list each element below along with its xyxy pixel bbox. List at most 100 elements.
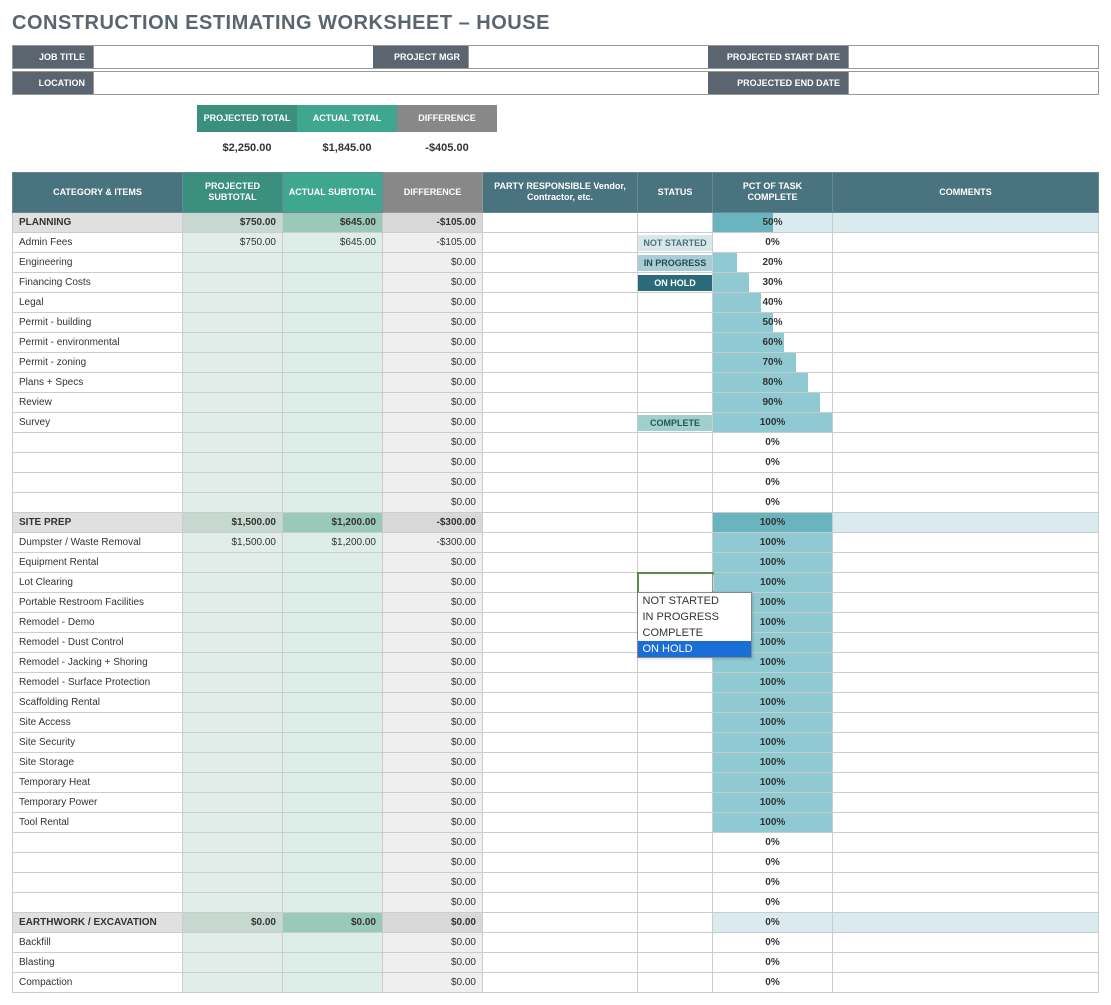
cell-party[interactable]: [483, 473, 638, 493]
cell-party[interactable]: [483, 313, 638, 333]
cell-status[interactable]: [638, 433, 713, 453]
cell-comments[interactable]: [833, 433, 1099, 453]
cell-status[interactable]: [638, 813, 713, 833]
cell-category[interactable]: Tool Rental: [13, 813, 183, 833]
cell-status[interactable]: [638, 293, 713, 313]
cell-pct[interactable]: 0%: [713, 233, 833, 253]
cell-category[interactable]: [13, 453, 183, 473]
cell-comments[interactable]: [833, 273, 1099, 293]
cell-actual[interactable]: [283, 393, 383, 413]
cell-category[interactable]: Equipment Rental: [13, 553, 183, 573]
cell-category[interactable]: Financing Costs: [13, 273, 183, 293]
cell-comments[interactable]: [833, 533, 1099, 553]
cell-status[interactable]: [638, 373, 713, 393]
cell-party[interactable]: [483, 393, 638, 413]
cell-comments[interactable]: [833, 973, 1099, 993]
cell-actual[interactable]: [283, 893, 383, 913]
cell-party[interactable]: [483, 573, 638, 593]
cell-pct[interactable]: 50%: [713, 213, 833, 233]
cell-comments[interactable]: [833, 853, 1099, 873]
cell-status[interactable]: [638, 893, 713, 913]
cell-comments[interactable]: [833, 713, 1099, 733]
cell-category[interactable]: SITE PREP: [13, 513, 183, 533]
cell-party[interactable]: [483, 353, 638, 373]
cell-comments[interactable]: [833, 473, 1099, 493]
cell-projected[interactable]: [183, 313, 283, 333]
cell-actual[interactable]: [283, 813, 383, 833]
cell-category[interactable]: [13, 853, 183, 873]
cell-actual[interactable]: [283, 253, 383, 273]
cell-actual[interactable]: [283, 873, 383, 893]
cell-projected[interactable]: $750.00: [183, 233, 283, 253]
cell-status[interactable]: [638, 533, 713, 553]
cell-projected[interactable]: [183, 593, 283, 613]
cell-party[interactable]: [483, 613, 638, 633]
cell-party[interactable]: [483, 633, 638, 653]
cell-party[interactable]: [483, 493, 638, 513]
cell-comments[interactable]: [833, 633, 1099, 653]
cell-comments[interactable]: [833, 493, 1099, 513]
cell-status[interactable]: [638, 313, 713, 333]
cell-status[interactable]: [638, 833, 713, 853]
cell-status[interactable]: [638, 713, 713, 733]
cell-status[interactable]: [638, 393, 713, 413]
cell-party[interactable]: [483, 453, 638, 473]
cell-comments[interactable]: [833, 653, 1099, 673]
cell-actual[interactable]: $645.00: [283, 233, 383, 253]
cell-actual[interactable]: [283, 593, 383, 613]
cell-category[interactable]: PLANNING: [13, 213, 183, 233]
cell-projected[interactable]: [183, 713, 283, 733]
cell-pct[interactable]: 100%: [713, 413, 833, 433]
cell-party[interactable]: [483, 413, 638, 433]
cell-actual[interactable]: [283, 653, 383, 673]
cell-party[interactable]: [483, 833, 638, 853]
cell-status[interactable]: [638, 753, 713, 773]
cell-actual[interactable]: [283, 313, 383, 333]
cell-actual[interactable]: [283, 853, 383, 873]
cell-actual[interactable]: [283, 413, 383, 433]
cell-actual[interactable]: [283, 433, 383, 453]
cell-category[interactable]: Temporary Heat: [13, 773, 183, 793]
cell-comments[interactable]: [833, 593, 1099, 613]
cell-category[interactable]: Review: [13, 393, 183, 413]
cell-comments[interactable]: [833, 453, 1099, 473]
cell-comments[interactable]: [833, 893, 1099, 913]
cell-category[interactable]: Site Access: [13, 713, 183, 733]
cell-pct[interactable]: 50%: [713, 313, 833, 333]
cell-status[interactable]: [638, 473, 713, 493]
cell-comments[interactable]: [833, 813, 1099, 833]
cell-projected[interactable]: [183, 833, 283, 853]
cell-pct[interactable]: 0%: [713, 433, 833, 453]
dropdown-item[interactable]: ON HOLD: [638, 641, 751, 657]
cell-category[interactable]: Plans + Specs: [13, 373, 183, 393]
cell-pct[interactable]: 0%: [713, 973, 833, 993]
cell-party[interactable]: [483, 253, 638, 273]
cell-status[interactable]: [638, 733, 713, 753]
cell-category[interactable]: Admin Fees: [13, 233, 183, 253]
cell-party[interactable]: [483, 273, 638, 293]
cell-projected[interactable]: [183, 973, 283, 993]
cell-category[interactable]: Dumpster / Waste Removal: [13, 533, 183, 553]
cell-projected[interactable]: $1,500.00: [183, 533, 283, 553]
cell-party[interactable]: [483, 873, 638, 893]
job-title-value[interactable]: [93, 46, 373, 68]
cell-actual[interactable]: [283, 973, 383, 993]
location-value[interactable]: [93, 72, 708, 94]
cell-actual[interactable]: [283, 353, 383, 373]
cell-projected[interactable]: [183, 433, 283, 453]
cell-actual[interactable]: [283, 333, 383, 353]
cell-pct[interactable]: 100%: [713, 533, 833, 553]
cell-projected[interactable]: [183, 613, 283, 633]
cell-category[interactable]: [13, 473, 183, 493]
cell-projected[interactable]: [183, 873, 283, 893]
cell-party[interactable]: [483, 233, 638, 253]
cell-comments[interactable]: [833, 953, 1099, 973]
cell-projected[interactable]: [183, 773, 283, 793]
cell-actual[interactable]: $1,200.00: [283, 533, 383, 553]
cell-pct[interactable]: 0%: [713, 453, 833, 473]
cell-comments[interactable]: [833, 553, 1099, 573]
cell-status[interactable]: [638, 513, 713, 533]
cell-category[interactable]: [13, 493, 183, 513]
cell-category[interactable]: Site Storage: [13, 753, 183, 773]
cell-actual[interactable]: [283, 573, 383, 593]
